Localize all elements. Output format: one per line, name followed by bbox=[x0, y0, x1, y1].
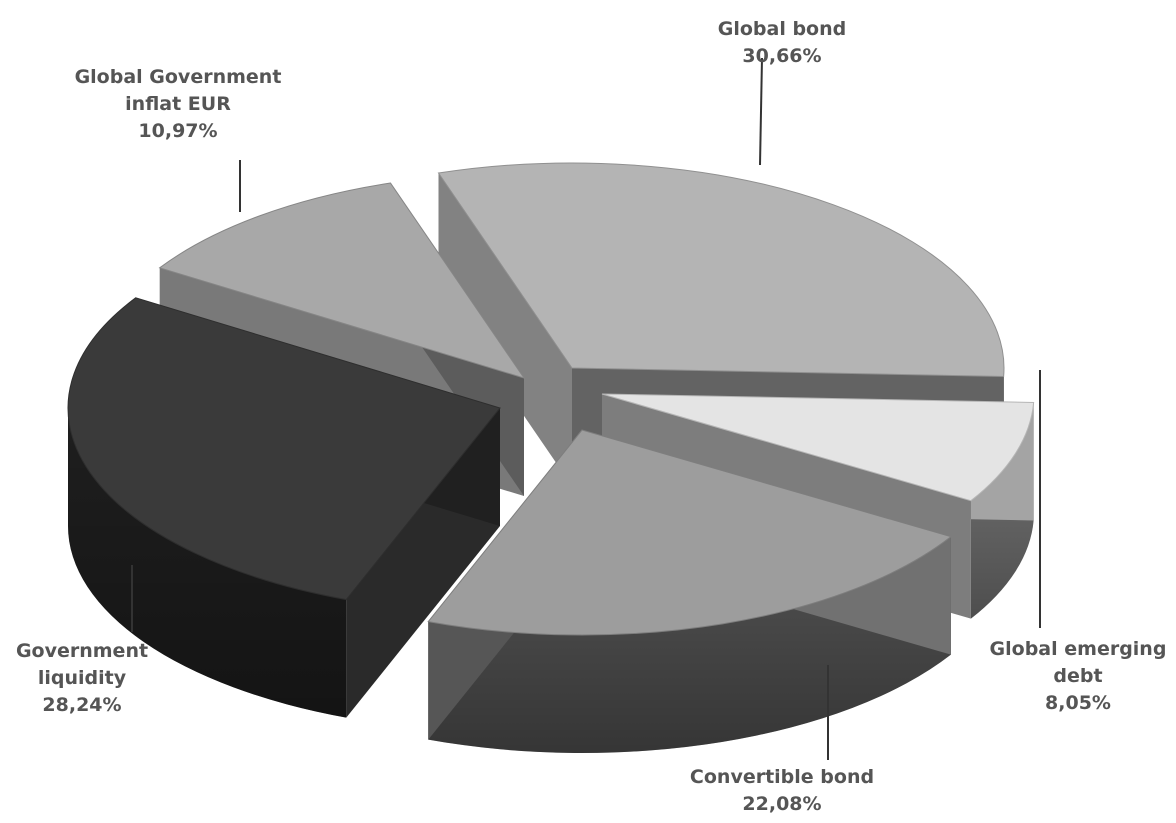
slice-label-line: Global Government bbox=[75, 66, 282, 88]
slice-outer-shade-2 bbox=[428, 536, 951, 753]
leader-lines bbox=[131, 57, 1041, 760]
slice-label-4: Global Government inflat EUR 10,97% bbox=[75, 66, 282, 142]
slice-label-0: Global bond 30,66% bbox=[718, 18, 847, 67]
slice-label-line: debt bbox=[1053, 665, 1102, 687]
slice-label-3: Government liquidity 28,24% bbox=[16, 640, 148, 716]
pie-slice-global-emerging-debt bbox=[601, 393, 1035, 502]
slice-label-line: Government bbox=[16, 640, 148, 662]
slice-label-line: 10,97% bbox=[138, 120, 217, 142]
slice-labels: Global bond 30,66% Global emerging debt 8,05… bbox=[16, 18, 1167, 815]
slice-label-line: liquidity bbox=[38, 667, 127, 689]
pie-slice-convertible-bond bbox=[427, 429, 952, 636]
slice-tops bbox=[67, 162, 1035, 636]
slice-label-2: Convertible bond 22,08% bbox=[690, 766, 874, 815]
slice-label-line: 30,66% bbox=[742, 45, 821, 67]
slice-radial-wall-0-0 bbox=[438, 173, 572, 486]
pie-slice-government-liquidity bbox=[67, 297, 501, 601]
slice-label-line: inflat EUR bbox=[125, 93, 231, 115]
slice-label-line: Global emerging bbox=[990, 638, 1167, 660]
slice-label-line: Global bond bbox=[718, 18, 847, 40]
slice-label-1: Global emerging debt 8,05% bbox=[990, 638, 1167, 714]
slice-outer-shade-3 bbox=[68, 408, 347, 718]
slice-label-line: Convertible bond bbox=[690, 766, 874, 788]
leader-line-0 bbox=[759, 57, 763, 166]
pie-slice-global-government-inflat-eur bbox=[158, 182, 526, 379]
pie-slice-global-bond bbox=[437, 162, 1005, 378]
slice-label-line: 28,24% bbox=[42, 694, 121, 716]
slice-label-line: 22,08% bbox=[742, 793, 821, 815]
slice-label-line: 8,05% bbox=[1045, 692, 1111, 714]
